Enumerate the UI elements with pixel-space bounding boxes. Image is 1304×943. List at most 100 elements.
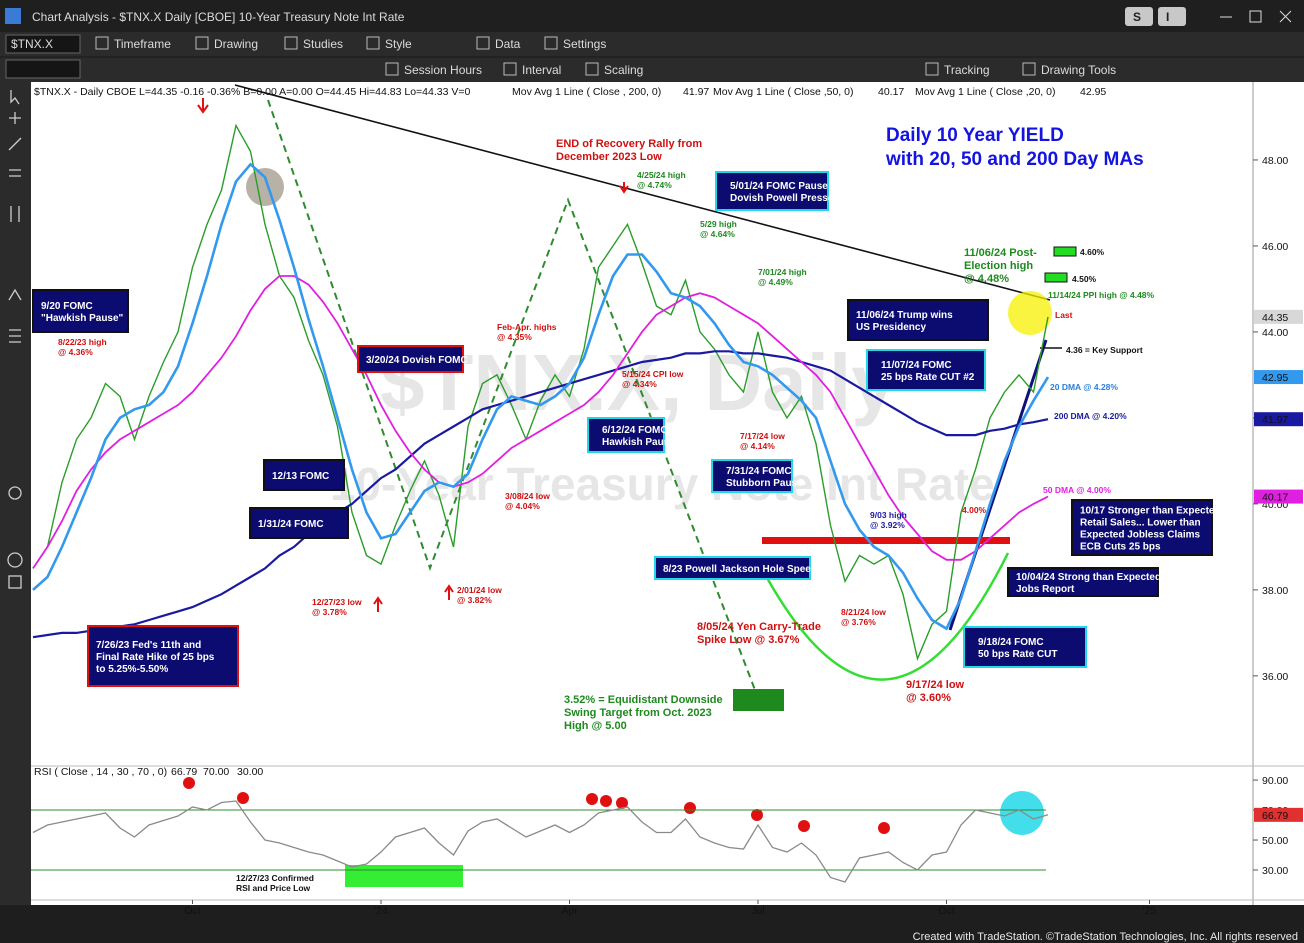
- legend-value: 42.95: [1080, 86, 1106, 98]
- toolbar-icon[interactable]: [544, 36, 558, 50]
- annotation-text: @ 4.14%: [740, 441, 775, 451]
- toolbar-icon[interactable]: [385, 62, 399, 76]
- annotation-text: 9/17/24 low: [906, 679, 965, 691]
- annotation-text: 10/04/24 Strong than Expected: [1016, 572, 1161, 583]
- annotation-text: 12/27/23 low: [312, 597, 362, 607]
- x-tick-label: '24: [374, 905, 388, 917]
- annotation-box: [1007, 567, 1159, 597]
- rsi-box: [345, 865, 463, 887]
- annotation-text: December 2023 Low: [556, 151, 662, 163]
- annotation-text: @ 4.74%: [637, 180, 672, 190]
- pointer-tool[interactable]: [10, 90, 20, 105]
- support-band: [762, 537, 1010, 544]
- plot-area: [31, 82, 1253, 905]
- vline-tool[interactable]: [10, 206, 20, 222]
- annotation-text: 8/21/24 low: [841, 607, 886, 617]
- annotation-text: Expected Jobless Claims: [1080, 530, 1200, 541]
- toolbar-icon[interactable]: [503, 62, 517, 76]
- interval-box[interactable]: [5, 59, 81, 79]
- annotation-text: Hawkish Pause: [602, 437, 675, 448]
- rsi-signal: [600, 795, 612, 807]
- annotation-text: @ 3.92%: [870, 520, 905, 530]
- arrow: [373, 596, 383, 612]
- annotation-text: 11/07/24 FOMC: [881, 360, 952, 371]
- last-value-box: [1254, 309, 1303, 324]
- last-value-label: 42.95: [1262, 372, 1288, 384]
- y-tick-label: 50.00: [1262, 835, 1288, 847]
- y-tick-label: 90.00: [1262, 775, 1288, 787]
- annotation-text: @ 4.64%: [700, 229, 735, 239]
- s-button[interactable]: [1125, 7, 1153, 26]
- series-line: [32, 350, 1049, 639]
- annotation-text: 1/31/24 FOMC: [258, 519, 324, 530]
- annotation-text: 11/14/24 PPI high @ 4.48%: [1048, 290, 1155, 300]
- annotation-text: @ 3.76%: [841, 617, 876, 627]
- last-value-label: 44.35: [1262, 312, 1288, 324]
- watermark-sub: 10-Year Treasury Note Int Rate: [330, 458, 995, 510]
- annotation-text: 9/18/24 FOMC: [978, 637, 1044, 648]
- toolbar-item: Settings: [563, 37, 606, 51]
- cross-tool[interactable]: [9, 112, 21, 124]
- toolbar-item: Timeframe: [114, 37, 171, 51]
- toolbar-item: Style: [385, 37, 412, 51]
- i-button[interactable]: [1158, 7, 1186, 26]
- title-bar: [0, 0, 1304, 32]
- toolbar-icon[interactable]: [284, 36, 298, 50]
- annotation-text: 25 bps Rate CUT #2: [881, 372, 975, 383]
- annotation-text: Election high: [964, 260, 1033, 272]
- annotation-text: 5/01/24 FOMC Pause: [730, 181, 828, 192]
- annotation-text: 7/01/24 high: [758, 267, 807, 277]
- annotation-text: 200 DMA @ 4.20%: [1054, 411, 1127, 421]
- annotation-text: 5/29 high: [700, 219, 737, 229]
- annotation-text: 7/17/24 low: [740, 431, 785, 441]
- toolbar-item: Interval: [522, 63, 561, 77]
- y-tick-label: 36.00: [1262, 671, 1288, 683]
- line-tool[interactable]: [8, 137, 22, 151]
- series-line: [32, 162, 1050, 631]
- annotation-text: 3.52% = Equidistant Downside: [564, 694, 723, 706]
- annotation-text: 12/27/23 Confirmed: [236, 873, 314, 883]
- fib-tool[interactable]: [9, 329, 21, 343]
- annotation-text: ECB Cuts 25 bps: [1080, 542, 1161, 553]
- y-tick-label: 46.00: [1262, 241, 1288, 253]
- legend-value: 40.17: [878, 86, 904, 98]
- toolbar-item: Scaling: [604, 63, 643, 77]
- annotation-text: 50 DMA @ 4.00%: [1043, 485, 1111, 495]
- annotation-text: Feb-Apr. highs: [497, 322, 557, 332]
- arrow: [619, 182, 629, 194]
- window-title: Chart Analysis - $TNX.X Daily [CBOE] 10-…: [32, 10, 405, 24]
- toolbar-icon[interactable]: [476, 36, 490, 50]
- toolbar-icon[interactable]: [585, 62, 599, 76]
- toolbar-icon[interactable]: [925, 62, 939, 76]
- s-button-label: S: [1133, 10, 1141, 24]
- annotation-text: Swing Target from Oct. 2023: [564, 707, 712, 719]
- annotation-text: 8/05/24 Yen Carry-Trade: [697, 621, 821, 633]
- toolbar-icon[interactable]: [95, 36, 109, 50]
- toolbar-icon[interactable]: [195, 36, 209, 50]
- annotation-text: Final Rate Hike of 25 bps: [96, 652, 215, 663]
- legend-value: 41.97: [683, 86, 709, 98]
- circle-tool[interactable]: [8, 486, 22, 500]
- maximize[interactable]: [1249, 10, 1262, 23]
- annotation-text: 4.60%: [1080, 247, 1105, 257]
- rect-tool[interactable]: [8, 575, 22, 589]
- annotation-text: @ 4.49%: [758, 277, 793, 287]
- annotation-box: [654, 556, 811, 580]
- ellipse-tool[interactable]: [7, 552, 23, 568]
- annotation-text: @ 3.78%: [312, 607, 347, 617]
- symbol-box[interactable]: [5, 34, 81, 54]
- annotation-box: [32, 289, 129, 333]
- close[interactable]: [1279, 10, 1292, 23]
- hline-tool[interactable]: [9, 169, 21, 177]
- annotation-box: [87, 625, 239, 687]
- y-tick-label: 48.00: [1262, 155, 1288, 167]
- channel-tool[interactable]: [8, 288, 22, 301]
- toolbar-icon[interactable]: [1022, 62, 1036, 76]
- annotation-text: @ 3.82%: [457, 595, 492, 605]
- annotation-text: 9/20 FOMC: [41, 301, 93, 312]
- downtrend-line: [234, 84, 1051, 301]
- annotation-text: 8/22/23 high: [58, 337, 107, 347]
- last-value-box: [1254, 807, 1303, 822]
- toolbar-icon[interactable]: [366, 36, 380, 50]
- rsi-signal: [183, 777, 195, 789]
